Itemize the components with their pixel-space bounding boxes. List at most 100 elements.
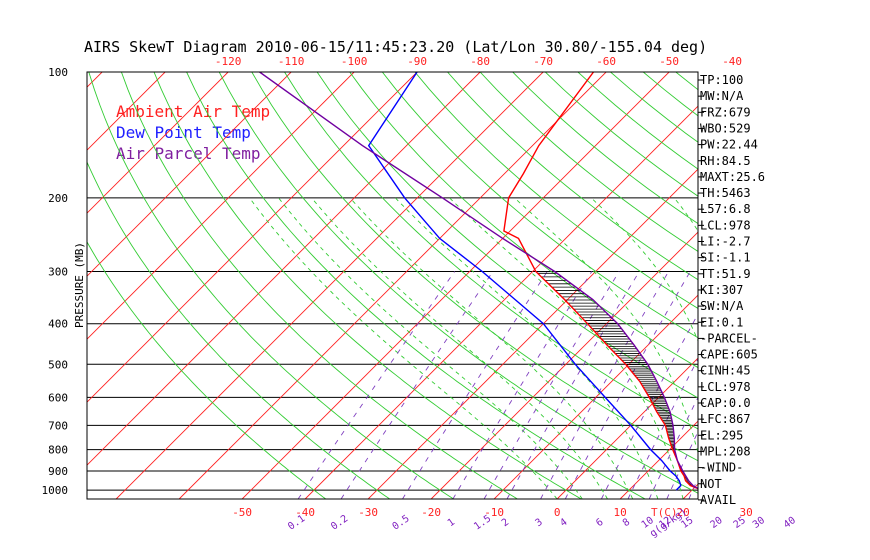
mixing-ratio-label: 0.2 <box>329 513 350 532</box>
dry-adiabat <box>381 72 698 339</box>
pressure-tick-label: 600 <box>48 391 68 404</box>
top-temp-tick-label: -40 <box>722 55 742 68</box>
mixing-ratio-label: 6 <box>594 517 605 529</box>
index-label: SI:-1.1 <box>700 251 751 265</box>
index-label: KI:307 <box>700 283 743 297</box>
pressure-tick-label: 300 <box>48 266 68 279</box>
moist-adiabat <box>449 197 684 499</box>
bottom-temp-tick-label: 10 <box>614 506 627 519</box>
mixing-ratio-line <box>483 271 620 499</box>
moist-adiabat <box>809 198 818 499</box>
index-label: TP:100 <box>700 73 743 87</box>
mixing-ratio-label: 8 <box>621 517 632 529</box>
mixing-ratio-line <box>760 272 858 500</box>
isotherm-line <box>87 72 229 214</box>
bottom-temp-tick-label: -10 <box>484 506 504 519</box>
dry-adiabat <box>479 72 698 252</box>
isotherm-line <box>87 72 166 151</box>
index-label: NOT <box>700 477 722 491</box>
isotherm-line <box>304 105 698 499</box>
moist-adiabat <box>349 197 634 499</box>
index-label: -PARCEL- <box>700 331 758 345</box>
dry-adiabat <box>774 72 870 499</box>
dry-adiabat <box>741 72 870 499</box>
mixing-ratio-label: 3 <box>534 517 545 529</box>
index-label: TT:51.9 <box>700 267 751 281</box>
isotherm-line <box>746 72 870 499</box>
bottom-temp-tick-label: -40 <box>295 506 315 519</box>
dry-adiabat <box>153 72 582 499</box>
mixing-ratio-line <box>600 313 698 499</box>
isotherm-line <box>493 294 698 499</box>
pressure-tick-label: 100 <box>48 66 68 79</box>
bottom-axis-unit: T(C) <box>651 506 678 519</box>
isotherm-line <box>619 420 698 499</box>
isotherm-line <box>115 72 544 499</box>
series-line-0 <box>503 72 698 490</box>
isotherm-line <box>178 72 607 499</box>
moist-adiabat <box>249 197 558 499</box>
bottom-temp-tick-label: -50 <box>232 506 252 519</box>
mixing-ratio-line <box>666 430 698 499</box>
dry-adiabat <box>284 72 698 430</box>
index-label: L57:6.8 <box>700 202 751 216</box>
mixing-ratio-label: 30 <box>751 515 767 531</box>
index-label: EL:295 <box>700 428 743 442</box>
index-label: MAXT:25.6 <box>700 170 765 184</box>
index-label: AVAIL <box>700 493 736 507</box>
legend-parcel: Air Parcel Temp <box>116 144 261 163</box>
dry-adiabat <box>447 72 698 281</box>
mixing-ratio-label: 2 <box>500 517 511 529</box>
bottom-temp-tick-label: -20 <box>421 506 441 519</box>
isotherm-line <box>241 72 670 499</box>
series-line-2 <box>259 72 698 490</box>
top-temp-tick-label: -60 <box>596 55 616 68</box>
moist-adiabat <box>278 197 583 499</box>
index-label: MW:N/A <box>700 89 744 103</box>
dry-adiabat <box>88 72 454 499</box>
isotherm-line <box>87 72 292 277</box>
isotherm-line <box>87 72 481 466</box>
index-label: EI:0.1 <box>700 315 743 329</box>
dry-adiabat <box>512 72 698 225</box>
index-label: CAP:0.0 <box>700 396 751 410</box>
chart-title: AIRS SkewT Diagram 2010-06-15/11:45:23.2… <box>84 38 707 56</box>
mixing-ratio-line <box>297 271 456 499</box>
index-label: LCL:978 <box>700 218 751 232</box>
dry-adiabat <box>349 72 698 369</box>
index-label: LCL:978 <box>700 380 751 394</box>
bottom-temp-tick-label: -30 <box>358 506 378 519</box>
dry-adiabat <box>642 72 698 117</box>
mixing-ratio-line <box>791 272 870 500</box>
dry-adiabat <box>87 241 327 499</box>
bottom-temp-tick-label: 30 <box>740 506 753 519</box>
index-label: WBO:529 <box>700 121 751 135</box>
index-label: CAPE:605 <box>700 348 758 362</box>
index-label: MPL:208 <box>700 444 751 458</box>
legend-dewpoint: Dew Point Temp <box>116 123 251 142</box>
dry-adiabat <box>186 72 646 499</box>
top-temp-tick-label: -80 <box>470 55 490 68</box>
pressure-tick-label: 700 <box>48 419 68 432</box>
index-label: LI:-2.7 <box>700 235 751 249</box>
mixing-ratio-line <box>741 272 842 500</box>
isotherm-line <box>556 357 698 499</box>
moist-adiabat <box>514 197 698 455</box>
index-label: FRZ:679 <box>700 105 751 119</box>
pressure-tick-label: 900 <box>48 465 68 478</box>
mixing-ratio-line <box>540 271 669 499</box>
dry-adiabat <box>839 72 870 499</box>
dry-adiabat <box>87 161 390 499</box>
mixing-ratio-label: 40 <box>782 515 798 531</box>
index-label: -WIND- <box>700 461 743 475</box>
pressure-tick-label: 800 <box>48 444 68 457</box>
mixing-ratio-line <box>402 271 548 499</box>
isotherm-line <box>430 231 698 499</box>
mixing-ratio-line <box>506 271 640 499</box>
dry-adiabat <box>218 72 698 494</box>
mixing-ratio-line <box>564 271 691 499</box>
isotherm-line <box>367 168 698 499</box>
index-label: RH:84.5 <box>700 154 751 168</box>
dry-adiabat <box>414 72 698 309</box>
